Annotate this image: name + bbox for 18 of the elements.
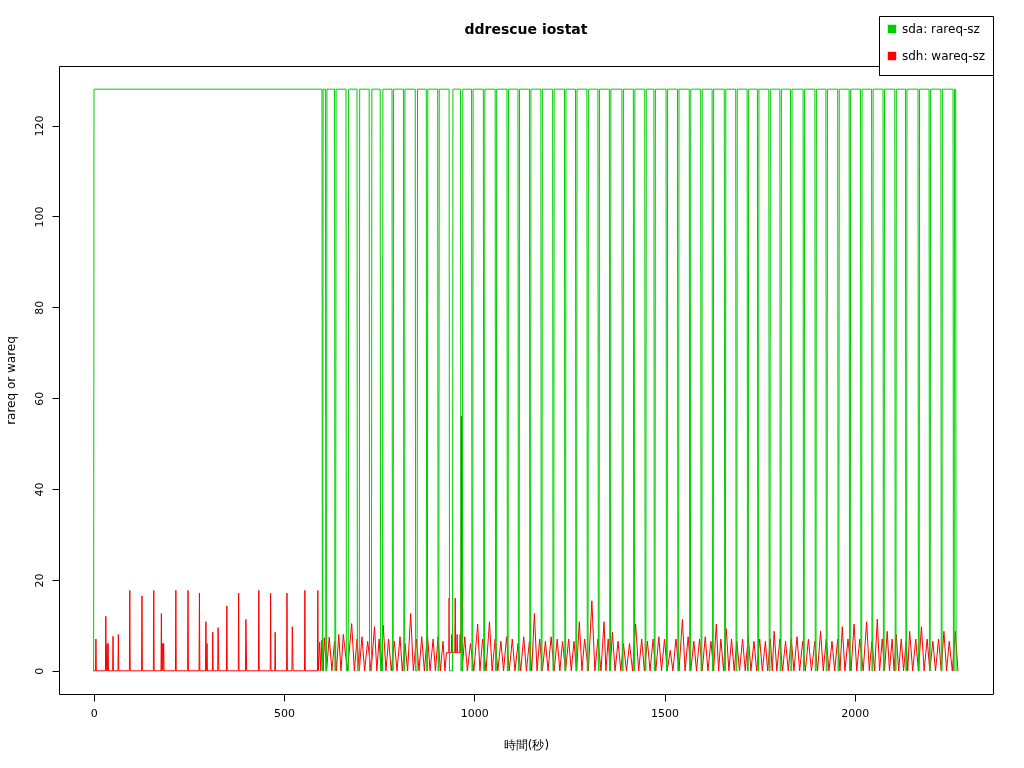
x-axis-title: 時間(秒) bbox=[503, 737, 550, 752]
x-tick-label: 1500 bbox=[651, 706, 680, 720]
x-tick-label: 2000 bbox=[841, 706, 870, 720]
y-tick-label: 120 bbox=[32, 115, 46, 137]
x-tick-label: 1000 bbox=[460, 706, 489, 720]
y-tick-label: 60 bbox=[32, 391, 46, 406]
y-tick-label: 20 bbox=[32, 573, 46, 588]
y-tick-label: 0 bbox=[32, 667, 46, 675]
y-tick-label: 40 bbox=[32, 482, 46, 497]
y-tick-label: 80 bbox=[32, 300, 46, 315]
x-tick-label: 0 bbox=[90, 706, 98, 720]
legend-label: sdh: wareq-sz bbox=[902, 49, 986, 63]
line-series bbox=[93, 415, 959, 672]
x-tick-label: 500 bbox=[273, 706, 295, 720]
y-tick-label: 100 bbox=[32, 206, 46, 228]
legend-label: sda: rareq-sz bbox=[902, 22, 980, 36]
y-axis-title: rareq or wareq bbox=[3, 336, 18, 425]
chart-title: ddrescue iostat bbox=[464, 20, 588, 37]
